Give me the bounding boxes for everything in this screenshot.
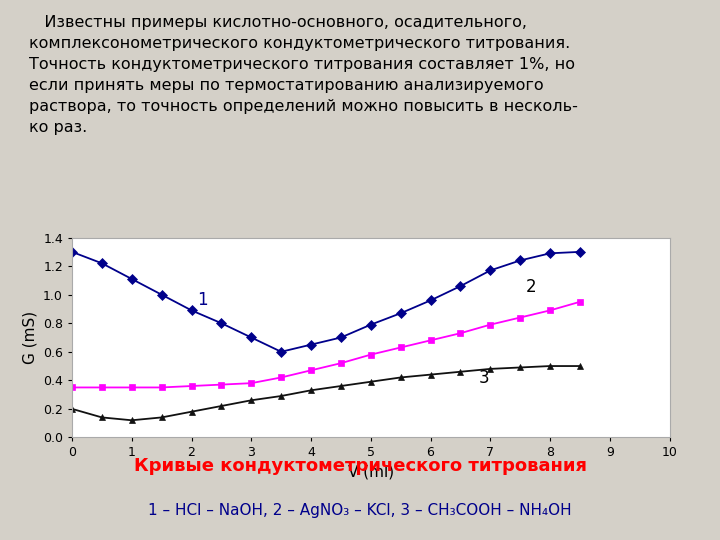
Text: 3: 3 bbox=[478, 369, 489, 387]
Text: Кривые кондуктометрического титрования: Кривые кондуктометрического титрования bbox=[133, 457, 587, 475]
Text: Известны примеры кислотно-основного, осадительного,
комплексонометрического конд: Известны примеры кислотно-основного, оса… bbox=[29, 15, 577, 136]
X-axis label: V (ml): V (ml) bbox=[348, 465, 394, 480]
Y-axis label: G (mS): G (mS) bbox=[22, 311, 37, 364]
Text: 2: 2 bbox=[526, 278, 537, 296]
Text: 1: 1 bbox=[197, 291, 208, 309]
Text: 1 – HCl – NaOH, 2 – AgNO₃ – KCl, 3 – CH₃COOH – NH₄OH: 1 – HCl – NaOH, 2 – AgNO₃ – KCl, 3 – CH₃… bbox=[148, 503, 572, 518]
